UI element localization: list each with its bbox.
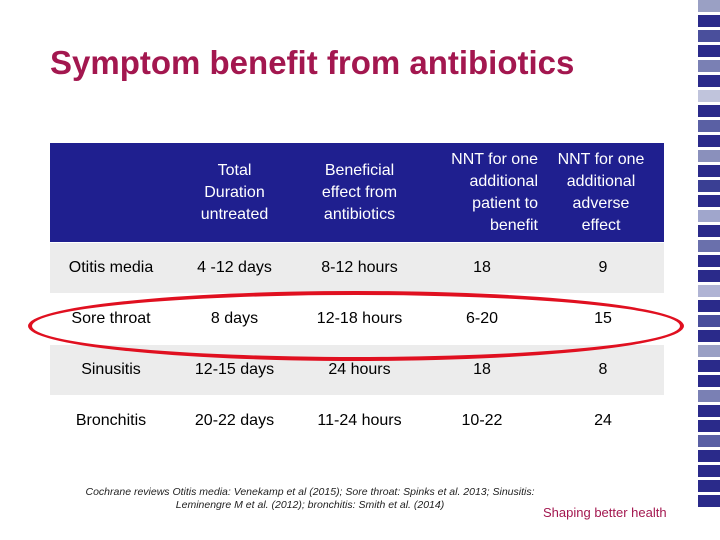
nnt-benefit-cell: 10-22 [461,412,503,429]
nnt-benefit-cell: 18 [473,361,491,378]
nnt-adverse-cell: 24 [594,412,612,429]
page-title: Symptom benefit from antibiotics [50,44,575,81]
header-total-duration: Total Duration untreated [200,161,269,223]
citation-footnote: Cochrane reviews Otitis media: Venekamp … [85,486,535,511]
duration-cell: 4 -12 days [197,259,272,276]
brand-tagline: Shaping better health [543,505,667,520]
table-row: Bronchitis 20-22 days 11-24 hours 10-22 … [50,396,664,447]
condition-cell: Bronchitis [75,412,147,429]
benefit-cell: 8-12 hours [321,259,398,276]
benefit-cell: 11-24 hours [317,412,402,429]
nnt-benefit-cell: 18 [473,259,491,276]
duration-cell: 12-15 days [194,361,275,378]
header-nnt-benefit: NNT for one additional patient to benefit [451,150,538,234]
nnt-adverse-cell: 8 [598,361,608,378]
header-nnt-adverse: NNT for one additional adverse effect [557,150,645,234]
benefit-cell: 24 hours [328,361,391,378]
header-beneficial-effect: Beneficial effect from antibiotics [321,161,398,223]
condition-cell: Sinusitis [81,361,141,378]
condition-cell: Otitis media [68,259,154,276]
duration-cell: 20-22 days [194,412,275,429]
table-header-row: Total Duration untreated Beneficial effect … [50,143,664,243]
decorative-stripe [698,0,720,540]
sore-throat-highlight-ellipse [28,291,684,361]
nnt-adverse-cell: 9 [598,259,608,276]
table-row: Otitis media 4 -12 days 8-12 hours 18 9 [50,243,664,294]
